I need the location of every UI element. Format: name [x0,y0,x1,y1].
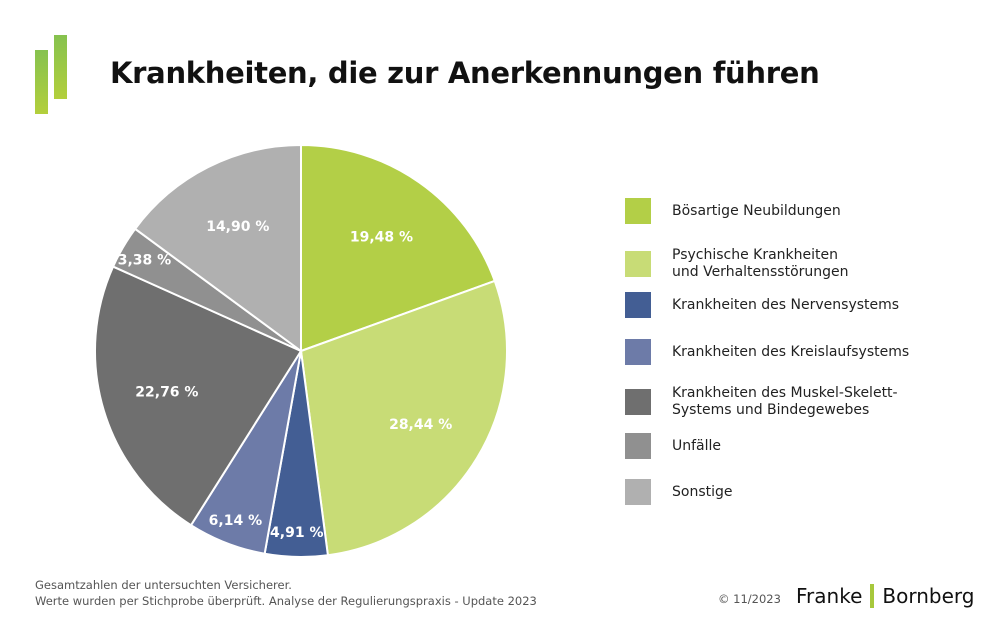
slice-label-3: 6,14 % [209,513,262,529]
legend-swatch [625,389,651,415]
legend-label: Sonstige [672,483,733,500]
logo-bar-left [35,50,48,114]
legend-item: Psychische Krankheiten und Verhaltensstö… [625,247,849,281]
copyright: © 11/2023 [718,592,781,606]
legend-item: Unfälle [625,433,721,459]
slice-label-1: 28,44 % [389,417,452,433]
slice-label-0: 19,48 % [350,229,413,245]
brand-separator [870,584,875,608]
legend-label: Krankheiten des Muskel-Skelett- Systems … [672,385,898,418]
legend-item: Sonstige [625,479,733,505]
legend-swatch [625,479,651,505]
slice-label-5: 3,38 % [118,253,171,269]
legend-item: Krankheiten des Muskel-Skelett- Systems … [625,385,898,419]
legend-swatch [625,339,651,365]
footer-note-1: Gesamtzahlen der untersuchten Versichere… [35,578,292,592]
pie-slice-1 [299,279,508,557]
legend-swatch [625,251,651,277]
legend-item: Krankheiten des Kreislaufsystems [625,339,909,365]
chart-title: Krankheiten, die zur Anerkennungen führe… [110,56,820,90]
legend-swatch [625,292,651,318]
legend-item: Bösartige Neubildungen [625,198,841,224]
legend-label: Krankheiten des Kreislaufsystems [672,343,910,360]
legend-label: Psychische Krankheiten und Verhaltensstö… [672,247,849,280]
legend-item: Krankheiten des Nervensystems [625,292,899,318]
brand-logo: Franke Bornberg [796,584,974,608]
legend-label: Bösartige Neubildungen [672,202,841,219]
pie-slice-0 [300,143,497,353]
legend-label: Krankheiten des Nervensystems [672,296,900,313]
slice-label-4: 22,76 % [135,384,198,400]
logo-bar-right [54,35,67,99]
legend-label: Unfälle [672,437,722,454]
pie-slice-4 [94,265,303,527]
legend-swatch [625,198,651,224]
legend-swatch [625,433,651,459]
footer-note-2: Werte wurden per Stichprobe überprüft. A… [35,594,537,608]
brand-right: Bornberg [882,584,975,608]
slice-label-2: 4,91 % [270,525,323,541]
slice-label-6: 14,90 % [206,219,269,235]
pie-slice-6 [133,143,302,353]
brand-left: Franke [796,584,863,608]
